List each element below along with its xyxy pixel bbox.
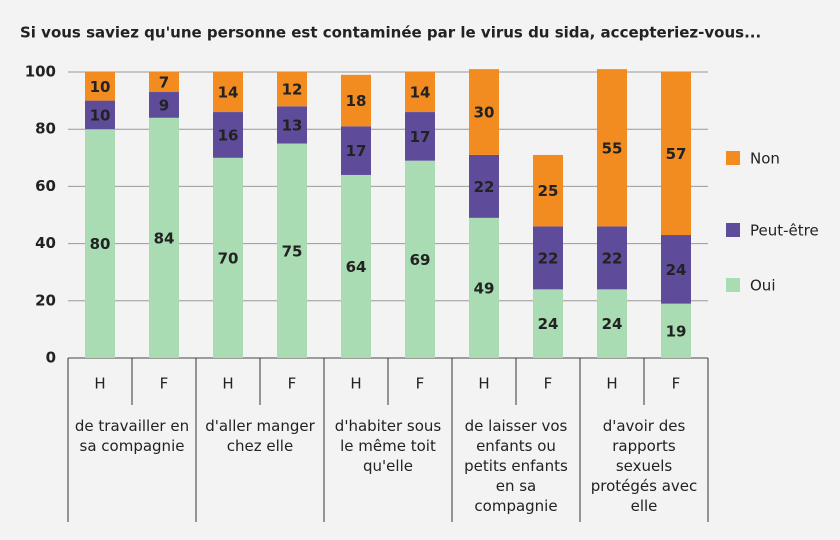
value-label: 17 [410,128,431,146]
value-label: 24 [666,261,687,279]
value-label: 57 [666,145,687,163]
x-tick-label: H [606,375,617,393]
value-label: 24 [538,315,559,333]
value-label: 24 [602,315,623,333]
y-tick-label: 0 [46,349,56,367]
y-tick-label: 100 [25,63,56,81]
bar-segment [85,100,115,130]
bar-segment [341,74,371,127]
value-label: 13 [282,116,303,134]
bar-segment [149,92,179,118]
value-label: 12 [282,81,303,99]
x-tick-label: H [94,375,105,393]
value-label: 18 [346,92,367,110]
value-label: 55 [602,139,623,157]
value-label: 49 [474,279,495,297]
value-label: 75 [282,242,303,260]
x-tick-label: F [672,375,681,393]
value-label: 30 [474,104,495,122]
legend-swatch [726,151,740,165]
bar-segment [405,112,435,161]
group-label: d'aller manger chez elle [205,417,315,455]
bar-segment [405,72,435,113]
value-label: 22 [538,249,559,267]
bar-segment [213,112,243,158]
value-label: 22 [474,178,495,196]
bar-segment [533,289,563,358]
group-label: de laisser vos enfants ou petits enfants… [464,417,568,515]
bar-segment [85,129,115,358]
bar-segment [597,69,627,227]
value-label: 69 [410,251,431,269]
x-tick-label: F [288,375,297,393]
x-tick-label: F [416,375,425,393]
value-label: 14 [410,84,431,102]
value-label: 25 [538,182,559,200]
bar-segment [661,235,691,304]
x-tick-label: H [222,375,233,393]
bar-segment [213,157,243,358]
x-tick-label: H [350,375,361,393]
bar-segment [661,303,691,358]
bar-segment [469,69,499,155]
bar-segment [661,72,691,236]
y-tick-label: 40 [35,234,56,252]
value-label: 70 [218,249,239,267]
bar-segment [533,154,563,227]
bar-segment [597,289,627,358]
bar-segment [469,154,499,218]
legend-label: Peut-être [750,222,819,240]
legend-label: Non [750,150,780,168]
value-label: 14 [218,84,239,102]
bar-segment [277,72,307,107]
bar-segment [341,126,371,175]
value-label: 19 [666,322,687,340]
value-label: 16 [218,126,239,144]
bar-segment [277,106,307,144]
value-label: 9 [159,96,169,114]
value-label: 10 [90,106,111,124]
group-label: d'habiter sous le même toit qu'elle [334,417,442,475]
bar-segment [597,226,627,290]
value-label: 7 [159,74,169,92]
legend-swatch [726,223,740,237]
bar-segment [277,143,307,358]
x-tick-label: F [160,375,169,393]
bar-segment [533,226,563,290]
value-label: 22 [602,249,623,267]
value-label: 17 [346,142,367,160]
legend-swatch [726,278,740,292]
group-label: d'avoir des rapports sexuels protégés av… [590,417,698,515]
value-label: 10 [90,78,111,96]
bar-segment [213,72,243,113]
value-label: 84 [154,229,175,247]
bar-segment [341,174,371,358]
value-label: 64 [346,258,367,276]
y-tick-label: 80 [35,120,56,138]
bar-segment [149,117,179,358]
legend-label: Oui [750,277,775,295]
bar-segment [149,72,179,93]
bar-segment [405,160,435,358]
x-tick-label: H [478,375,489,393]
bar-segment [85,72,115,101]
y-tick-label: 20 [35,291,56,309]
y-tick-label: 60 [35,177,56,195]
value-label: 80 [90,235,111,253]
chart-title: Si vous saviez qu'une personne est conta… [20,24,761,42]
x-tick-label: F [544,375,553,393]
bar-segment [469,217,499,358]
group-label: de travailler en sa compagnie [74,417,190,455]
